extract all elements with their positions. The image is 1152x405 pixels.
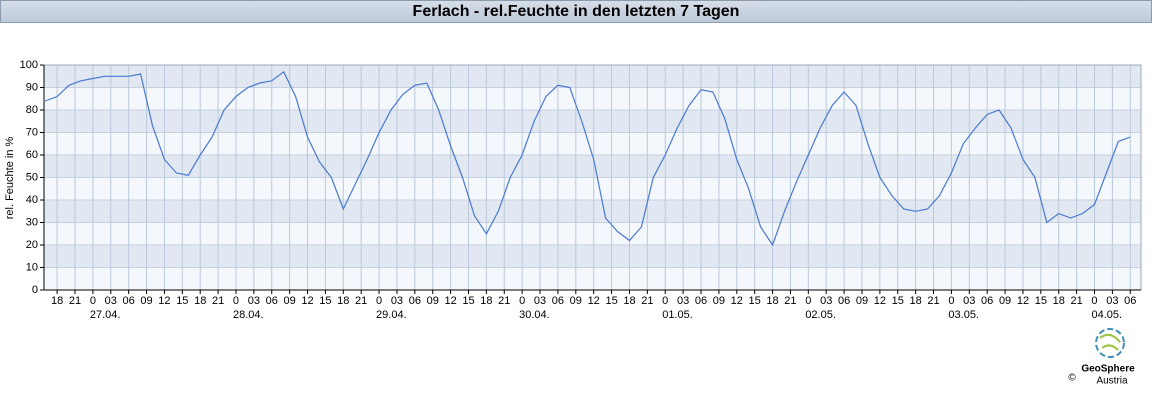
x-tick-label: 0 xyxy=(519,295,525,307)
date-label: 02.05. xyxy=(805,309,836,321)
y-tick-label: 30 xyxy=(26,216,38,228)
y-tick-label: 70 xyxy=(26,126,38,138)
x-tick-label: 21 xyxy=(498,295,510,307)
x-tick-label: 06 xyxy=(1124,295,1136,307)
x-tick-label: 09 xyxy=(856,295,868,307)
x-tick-label: 15 xyxy=(1035,295,1047,307)
x-tick-label: 21 xyxy=(641,295,653,307)
x-tick-label: 06 xyxy=(409,295,421,307)
y-tick-label: 100 xyxy=(20,59,38,71)
x-tick-label: 06 xyxy=(981,295,993,307)
x-tick-label: 21 xyxy=(69,295,81,307)
x-tick-label: 0 xyxy=(233,295,239,307)
grid-band xyxy=(44,110,1141,133)
date-label: 04.05. xyxy=(1091,309,1122,321)
y-tick-label: 40 xyxy=(26,194,38,206)
grid-band xyxy=(44,155,1141,178)
x-tick-label: 09 xyxy=(284,295,296,307)
x-tick-label: 21 xyxy=(212,295,224,307)
date-label: 27.04. xyxy=(90,309,121,321)
y-tick-label: 90 xyxy=(26,81,38,93)
x-tick-label: 06 xyxy=(123,295,135,307)
x-tick-label: 15 xyxy=(892,295,904,307)
x-tick-label: 03 xyxy=(248,295,260,307)
y-tick-label: 60 xyxy=(26,149,38,161)
x-tick-label: 18 xyxy=(480,295,492,307)
x-tick-label: 03 xyxy=(820,295,832,307)
x-tick-label: 21 xyxy=(927,295,939,307)
x-tick-label: 0 xyxy=(90,295,96,307)
x-tick-label: 06 xyxy=(838,295,850,307)
x-tick-label: 06 xyxy=(266,295,278,307)
y-tick-label: 20 xyxy=(26,239,38,251)
grid-band xyxy=(44,65,1141,88)
x-tick-label: 18 xyxy=(766,295,778,307)
date-label: 28.04. xyxy=(233,309,264,321)
x-tick-label: 15 xyxy=(605,295,617,307)
date-label: 30.04. xyxy=(519,309,550,321)
date-label: 01.05. xyxy=(662,309,693,321)
x-tick-label: 09 xyxy=(713,295,725,307)
x-tick-label: 12 xyxy=(444,295,456,307)
x-tick-label: 21 xyxy=(355,295,367,307)
x-tick-label: 18 xyxy=(337,295,349,307)
x-tick-label: 0 xyxy=(1091,295,1097,307)
data-line xyxy=(44,70,1131,247)
logo-name: GeoSphere xyxy=(1081,364,1135,375)
x-tick-label: 09 xyxy=(427,295,439,307)
x-tick-label: 09 xyxy=(999,295,1011,307)
x-tick-label: 18 xyxy=(910,295,922,307)
chart-title: Ferlach - rel.Feuchte in den letzten 7 T… xyxy=(413,3,740,20)
x-tick-label: 12 xyxy=(301,295,313,307)
x-tick-label: 12 xyxy=(874,295,886,307)
x-tick-label: 0 xyxy=(805,295,811,307)
x-tick-label: 09 xyxy=(570,295,582,307)
x-tick-label: 03 xyxy=(1106,295,1118,307)
x-tick-label: 18 xyxy=(1053,295,1065,307)
x-tick-label: 12 xyxy=(158,295,170,307)
x-tick-label: 09 xyxy=(140,295,152,307)
x-tick-label: 0 xyxy=(376,295,382,307)
y-axis-label: rel. Feuchte in % xyxy=(4,137,16,220)
logo-mark xyxy=(1095,328,1125,358)
plot-area: 0 10 20 30 40 50 60 70 80 90 100 18 21 0 03 06 09 12 15 18 2… xyxy=(20,59,1142,321)
y-tick-label: 0 xyxy=(32,284,38,296)
x-tick-label: 18 xyxy=(623,295,635,307)
copyright: © xyxy=(1068,373,1076,384)
x-tick-label: 12 xyxy=(731,295,743,307)
y-tick-label: 80 xyxy=(26,104,38,116)
x-tick-label: 18 xyxy=(194,295,206,307)
x-tick-label: 12 xyxy=(588,295,600,307)
x-tick-label: 03 xyxy=(105,295,117,307)
x-tick-label: 15 xyxy=(176,295,188,307)
x-tick-label: 03 xyxy=(963,295,975,307)
x-tick-label: 18 xyxy=(51,295,63,307)
x-tick-label: 06 xyxy=(695,295,707,307)
grid-band xyxy=(44,200,1141,223)
x-tick-label: 15 xyxy=(749,295,761,307)
grid-band xyxy=(44,245,1141,268)
y-tick-label: 50 xyxy=(26,171,38,183)
date-label: 29.04. xyxy=(376,309,407,321)
x-tick-label: 03 xyxy=(534,295,546,307)
logo-sub: Austria xyxy=(1096,376,1128,387)
x-tick-label: 21 xyxy=(784,295,796,307)
x-tick-label: 06 xyxy=(552,295,564,307)
y-tick-label: 10 xyxy=(26,261,38,273)
x-tick-label: 21 xyxy=(1070,295,1082,307)
logo-swirl xyxy=(1099,333,1121,351)
x-tick-label: 03 xyxy=(391,295,403,307)
date-label: 03.05. xyxy=(948,309,979,321)
x-tick-label: 03 xyxy=(677,295,689,307)
x-tick-label: 0 xyxy=(662,295,668,307)
x-tick-label: 12 xyxy=(1017,295,1029,307)
x-tick-label: 15 xyxy=(319,295,331,307)
x-tick-label: 15 xyxy=(462,295,474,307)
x-tick-label: 0 xyxy=(948,295,954,307)
logo: GeoSphere Austria © xyxy=(1068,328,1135,387)
